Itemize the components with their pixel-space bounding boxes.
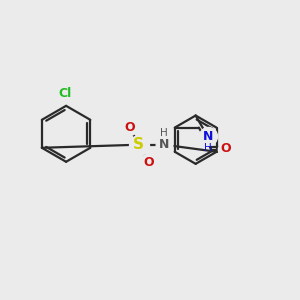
Text: Cl: Cl: [58, 87, 71, 100]
Text: O: O: [220, 142, 231, 155]
Text: O: O: [143, 156, 154, 169]
Text: O: O: [124, 121, 135, 134]
Text: S: S: [133, 137, 144, 152]
Text: N: N: [159, 138, 169, 151]
Text: H: H: [204, 143, 212, 153]
Text: H: H: [160, 128, 168, 138]
Text: N: N: [202, 130, 213, 143]
